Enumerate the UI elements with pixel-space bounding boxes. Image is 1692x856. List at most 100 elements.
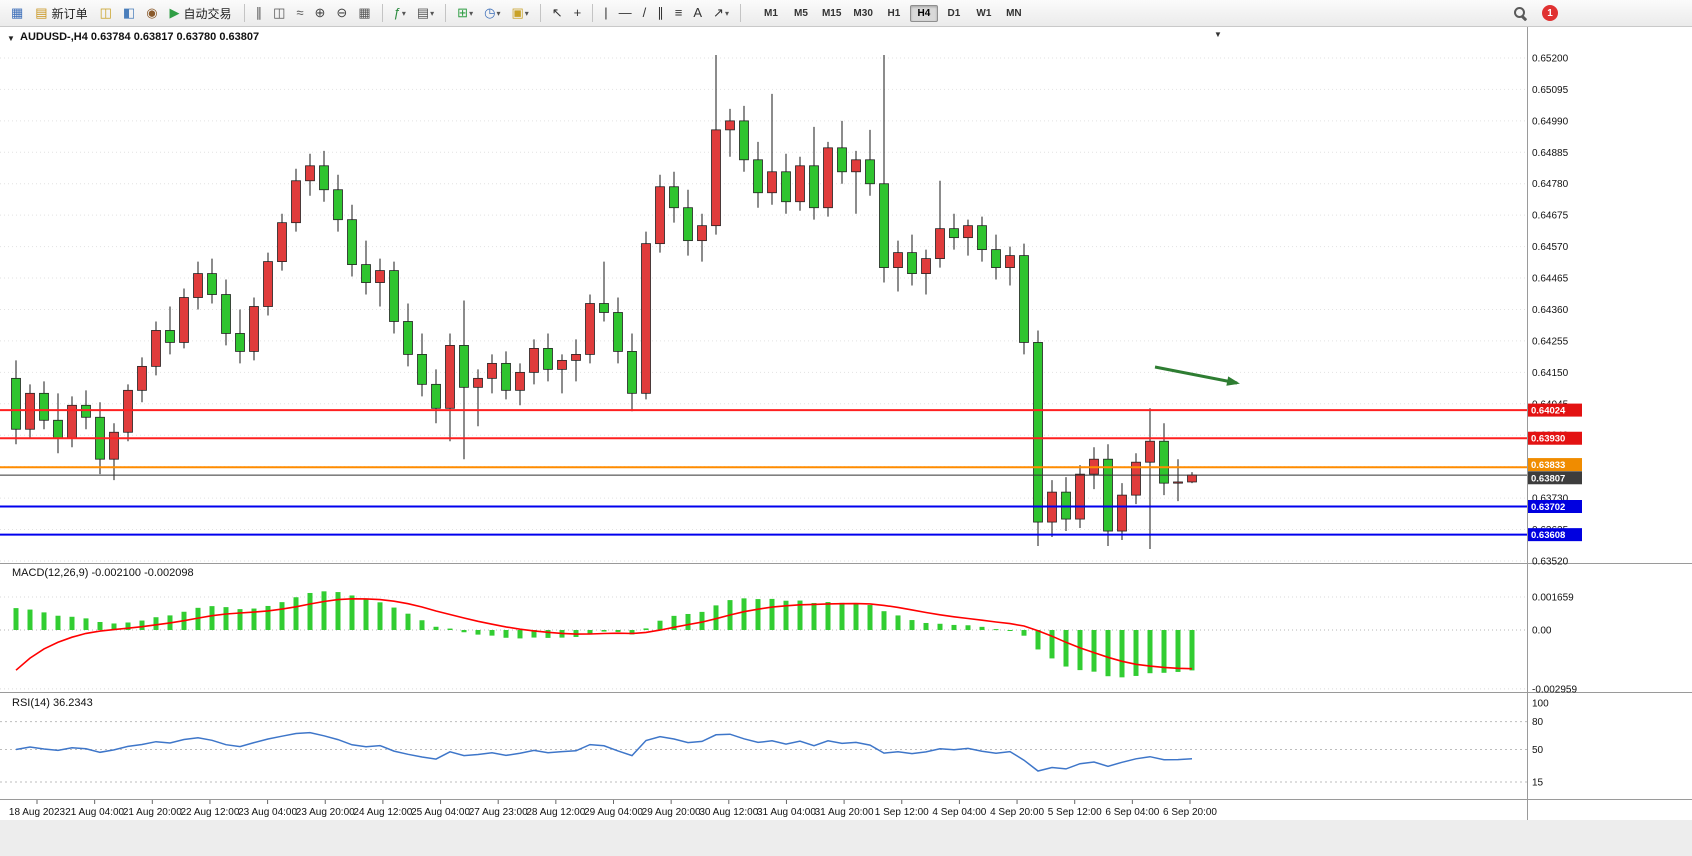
macd-histogram-bar [867, 605, 873, 630]
rsi-scale-label: 80 [1532, 717, 1544, 728]
time-axis-label: 25 Aug 04:00 [411, 807, 470, 818]
candle-body [487, 362, 497, 379]
timeframe-w1-button[interactable]: W1 [976, 7, 992, 19]
candle-body [669, 186, 679, 209]
macd-histogram-bar [811, 602, 817, 630]
new-chart-icon: ⊞ [457, 5, 469, 20]
new-chart-icon[interactable]: ⊞ ▾ [452, 3, 478, 24]
macd-histogram-bar [251, 608, 257, 630]
new-window-icon: ▦ [11, 5, 24, 20]
crosshair-tool-icon: + [573, 5, 582, 20]
candle-body [109, 431, 119, 460]
period-menu-icon[interactable]: ◷ ▾ [479, 3, 505, 24]
text-tool-icon[interactable]: A [688, 3, 707, 23]
bar-chart-mode-icon: ∥ [255, 5, 263, 20]
time-axis-label: 31 Aug 04:00 [757, 807, 816, 818]
fibonacci-tool-icon[interactable]: ≡ [670, 3, 688, 23]
terminal-icon[interactable]: ◉ [141, 3, 162, 23]
macd-histogram-bar [853, 603, 859, 630]
candle-body [193, 273, 203, 298]
indicators-icon[interactable]: ƒ ▾ [389, 3, 411, 24]
candle-body [249, 306, 259, 352]
candle-body [501, 362, 511, 391]
candle-body [879, 183, 889, 268]
vertical-line-tool-icon[interactable]: | [599, 3, 612, 23]
price-scale-column[interactable] [1528, 27, 1692, 820]
macd-histogram-bar [713, 605, 719, 630]
new-window-icon[interactable]: ▦ [6, 3, 28, 23]
candle-body [753, 159, 763, 194]
price-tick-label: 0.64990 [1532, 116, 1569, 127]
time-axis-label: 6 Sep 04:00 [1105, 807, 1159, 818]
candle-body [221, 294, 231, 334]
market-watch-icon[interactable]: ◫ [95, 3, 117, 23]
timeframe-m30-button[interactable]: M30 [853, 7, 873, 19]
crosshair-tool-icon[interactable]: + [569, 3, 587, 23]
zoom-in-icon[interactable]: ⊕ [310, 3, 331, 23]
candle-body [375, 270, 385, 283]
macd-histogram-bar [923, 622, 929, 630]
candlestick-mode-icon[interactable]: ◫ [268, 3, 290, 23]
trend-arrow-annotation[interactable] [1154, 365, 1238, 385]
candle-body [81, 404, 91, 418]
support-line-upper-price-label: 0.63702 [1531, 502, 1565, 513]
timeframe-h1-button[interactable]: H1 [887, 7, 901, 19]
timeframe-h4-button[interactable]: H4 [909, 4, 938, 22]
time-scale-row[interactable] [0, 800, 1527, 820]
search-icon[interactable] [1513, 6, 1528, 21]
notifications-badge[interactable]: 1 [1542, 5, 1558, 21]
timeframe-m1-button[interactable]: M1 [764, 7, 778, 19]
horizontal-line-tool-icon: — [618, 5, 632, 20]
line-chart-mode-icon[interactable]: ≈ [291, 3, 308, 23]
channel-tool-icon[interactable]: ∥ [652, 3, 669, 23]
time-axis-label: 4 Sep 04:00 [932, 807, 986, 818]
candle-body [935, 228, 945, 259]
bar-chart-mode-icon[interactable]: ∥ [251, 3, 268, 23]
macd-histogram-bar [237, 609, 243, 630]
indicator-list-icon[interactable]: ▤ ▾ [412, 3, 439, 24]
price-tick-label: 0.64780 [1532, 179, 1569, 190]
template-menu-icon[interactable]: ▣ ▾ [506, 3, 533, 24]
candle-body [725, 120, 735, 131]
candle-body [207, 273, 217, 295]
timeframe-m5-button[interactable]: M5 [794, 7, 808, 19]
auto-trading-button[interactable]: ▶ 自动交易 [164, 2, 238, 25]
candle-body [1145, 440, 1155, 463]
macd-histogram-bar [265, 605, 271, 630]
timeframe-mn-button[interactable]: MN [1006, 7, 1022, 19]
trendline-tool-icon[interactable]: / [638, 3, 652, 23]
chart-canvas[interactable]: 0.65200 0.65095 0.64990 0.64885 0.64780 0.646… [0, 27, 1692, 856]
macd-scale-label: -0.002959 [1532, 684, 1577, 695]
candle-body [291, 180, 301, 224]
cursor-tool-icon[interactable]: ↖ [547, 3, 568, 23]
candle-body [319, 165, 329, 191]
price-tick-label: 0.63520 [1532, 556, 1569, 567]
indicator-list-icon: ▤ [416, 5, 430, 20]
candle-body [389, 270, 399, 322]
candle-body [795, 165, 805, 203]
navigator-icon[interactable]: ◧ [118, 3, 140, 23]
tile-windows-icon[interactable]: ▦ [353, 3, 375, 23]
dropdown-caret-icon: ▾ [469, 8, 474, 18]
macd-histogram-bar [601, 630, 607, 632]
new-order-button[interactable]: ▤ 新订单 [29, 2, 93, 25]
timeframe-m15-button[interactable]: M15 [821, 7, 842, 19]
timeframe-d1-button[interactable]: D1 [947, 7, 961, 19]
zoom-out-icon[interactable]: ⊖ [331, 3, 352, 23]
macd-histogram-bar [1021, 630, 1027, 636]
candle-body [627, 351, 637, 394]
macd-histogram-bar [1119, 630, 1125, 678]
macd-histogram-bar [1189, 630, 1195, 671]
rsi-line [15, 731, 1193, 772]
arrows-tool-icon[interactable]: ↗ ▾ [708, 3, 734, 24]
horizontal-line-tool-icon[interactable]: — [614, 3, 637, 23]
time-axis-label: 28 Aug 12:00 [526, 807, 585, 818]
candle-body [851, 159, 861, 173]
candle-body [767, 171, 777, 194]
chart-plot-area[interactable] [0, 27, 1527, 563]
price-tick-label: 0.65200 [1532, 54, 1569, 65]
toolbar-separator [592, 4, 594, 22]
candle-body [431, 383, 441, 409]
macd-histogram-bar [349, 595, 355, 630]
